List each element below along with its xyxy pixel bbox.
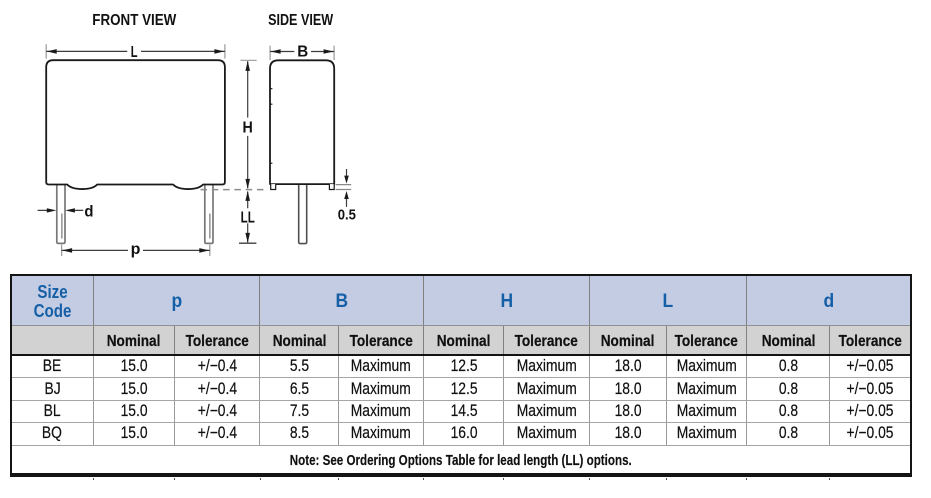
svg-text:B: B (297, 44, 308, 61)
svg-text:p: p (131, 241, 141, 258)
svg-text:FRONT VIEW: FRONT VIEW (92, 12, 177, 29)
svg-text:0.5: 0.5 (338, 207, 356, 223)
svg-text:L: L (131, 44, 138, 61)
svg-text:SIDE VIEW: SIDE VIEW (268, 12, 334, 29)
svg-text:LL: LL (241, 209, 255, 226)
svg-text:d: d (84, 204, 93, 221)
svg-text:H: H (243, 120, 253, 137)
